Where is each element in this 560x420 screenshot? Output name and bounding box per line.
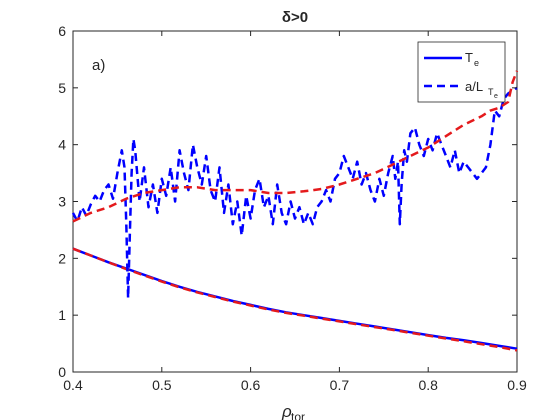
legend-label-te: T	[465, 50, 473, 65]
legend-label-te-sub: e	[474, 58, 479, 68]
legend-label-alte: a/L	[465, 79, 483, 94]
x-tick-label-1: 0.5	[152, 377, 172, 393]
y-tick-label-2: 2	[58, 250, 66, 266]
series-layer	[71, 70, 519, 352]
x-tick-label-5: 0.9	[507, 377, 527, 393]
y-tick-label-4: 4	[58, 137, 66, 153]
y-tick-label-6: 6	[58, 23, 66, 39]
series-line-3	[72, 70, 519, 223]
legend: T e a/L T e	[417, 41, 506, 103]
x-tick-label-4: 0.8	[418, 377, 438, 393]
y-tick-label-1: 1	[58, 307, 66, 323]
legend-label-alte-sub: T	[488, 87, 494, 97]
x-tick-label-0: 0.4	[63, 377, 83, 393]
x-axis-label-sub: tor	[291, 410, 305, 420]
x-tick-label-3: 0.7	[330, 377, 350, 393]
x-tick-label-2: 0.6	[241, 377, 261, 393]
chart-title: δ>0	[282, 9, 308, 26]
y-tick-label-5: 5	[58, 80, 66, 96]
x-axis-label-main: ρ	[281, 402, 292, 420]
x-axis-label: ρ tor	[281, 402, 305, 420]
series-line-1	[72, 247, 518, 352]
axis-layer: 0.4 0.5 0.6 0.7 0.8 0.9 0 1 2 3 4 5 6	[58, 23, 527, 393]
legend-box	[417, 41, 506, 103]
y-tick-label-0: 0	[58, 364, 66, 380]
y-tick-label-3: 3	[58, 194, 66, 210]
legend-label-alte-subsub: e	[494, 93, 498, 100]
panel-label: a)	[92, 57, 105, 74]
